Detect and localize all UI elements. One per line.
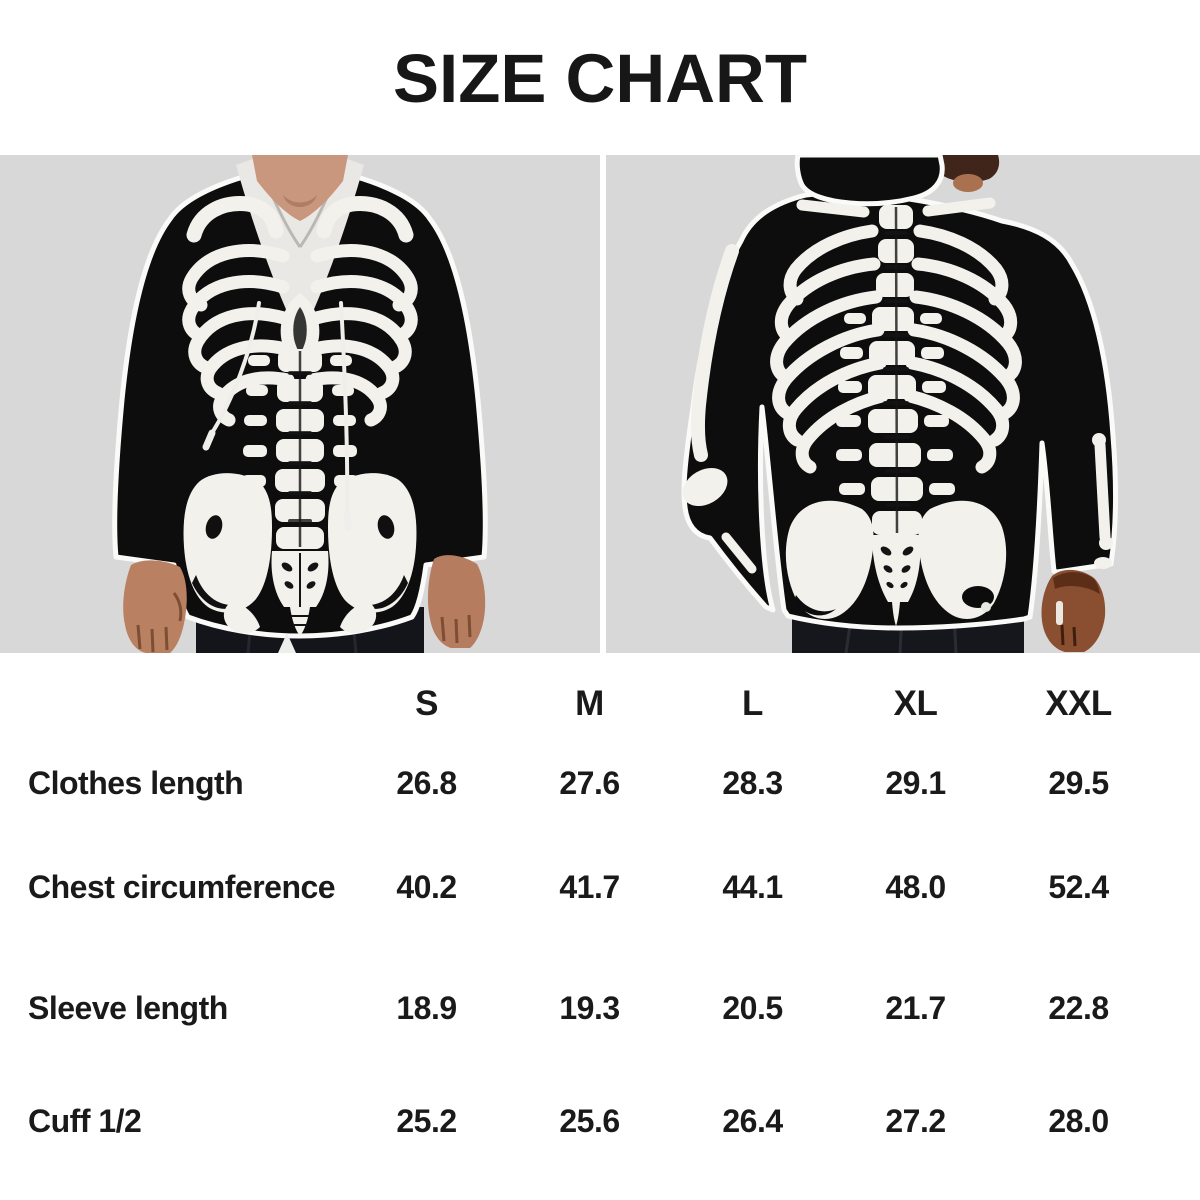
- size-value: 27.2: [885, 1103, 946, 1139]
- size-value: 40.2: [396, 869, 457, 905]
- neck-skin: [252, 155, 348, 221]
- head: [931, 155, 1000, 192]
- size-value: 20.5: [722, 990, 783, 1026]
- size-value: 41.7: [559, 869, 620, 905]
- photo-divider: [600, 155, 606, 653]
- size-value: 18.9: [396, 990, 457, 1026]
- size-value: 29.5: [1048, 765, 1109, 801]
- size-value: 21.7: [885, 990, 946, 1026]
- back-pelvis-print: [785, 500, 1007, 626]
- size-value: 22.8: [1048, 990, 1109, 1026]
- tee-collar: [236, 157, 364, 338]
- left-hand: [123, 560, 187, 653]
- front-rib-cage-print: [182, 196, 418, 427]
- size-value: 26.8: [396, 765, 457, 801]
- front-hoodie-illustration: [0, 155, 600, 653]
- size-value: 28.0: [1048, 1103, 1109, 1139]
- size-value: 52.4: [1048, 869, 1109, 905]
- size-value: 48.0: [885, 869, 946, 905]
- size-column-header-xl: XL: [893, 684, 938, 723]
- size-value: 26.4: [722, 1103, 783, 1139]
- back-rib-cage-print: [770, 224, 1022, 474]
- size-column-header-l: L: [742, 684, 763, 723]
- right-fist: [1041, 569, 1106, 652]
- right-hand: [427, 555, 486, 648]
- table-row-clothes-length: Clothes length 26.8 27.6 28.3 29.1 29.5: [0, 765, 1200, 802]
- size-value: 27.6: [559, 765, 620, 801]
- measurement-label: Chest circumference: [28, 869, 336, 905]
- front-pelvis-print: [183, 473, 417, 636]
- table-row-sleeve-length: Sleeve length 18.9 19.3 20.5 21.7 22.8: [0, 990, 1200, 1027]
- table-row-cuff: Cuff 1/2 25.2 25.6 26.4 27.2 28.0: [0, 1103, 1200, 1140]
- size-value: 44.1: [722, 869, 783, 905]
- size-value: 19.3: [559, 990, 620, 1026]
- product-photos: [0, 155, 1200, 653]
- size-column-header-m: M: [575, 684, 604, 723]
- back-spine-print: [836, 205, 955, 535]
- size-column-header-s: S: [415, 684, 438, 723]
- table-row-chest-circumference: Chest circumference 40.2 41.7 44.1 48.0 …: [0, 869, 1200, 906]
- size-value: 29.1: [885, 765, 946, 801]
- size-value: 25.2: [396, 1103, 457, 1139]
- measurement-label: Cuff 1/2: [28, 1103, 142, 1139]
- front-view-photo: [0, 155, 600, 653]
- measurement-label: Sleeve length: [28, 990, 228, 1026]
- size-column-header-xxl: XXL: [1045, 684, 1112, 723]
- size-value: 25.6: [559, 1103, 620, 1139]
- hood-drawstrings: [202, 301, 352, 531]
- sleeve-bone-prints: [682, 244, 1113, 574]
- back-hoodie-illustration: [606, 155, 1200, 653]
- front-sternum-print: [280, 293, 320, 365]
- back-view-photo: [606, 155, 1200, 653]
- page-title: SIZE CHART: [393, 40, 807, 117]
- size-table-header-row: S M L XL XXL: [0, 684, 1200, 724]
- jeans-highlight: [278, 633, 296, 653]
- size-value: 28.3: [722, 765, 783, 801]
- back-clavicle-print: [796, 197, 996, 218]
- hood: [794, 155, 945, 207]
- measurement-label: Clothes length: [28, 765, 244, 801]
